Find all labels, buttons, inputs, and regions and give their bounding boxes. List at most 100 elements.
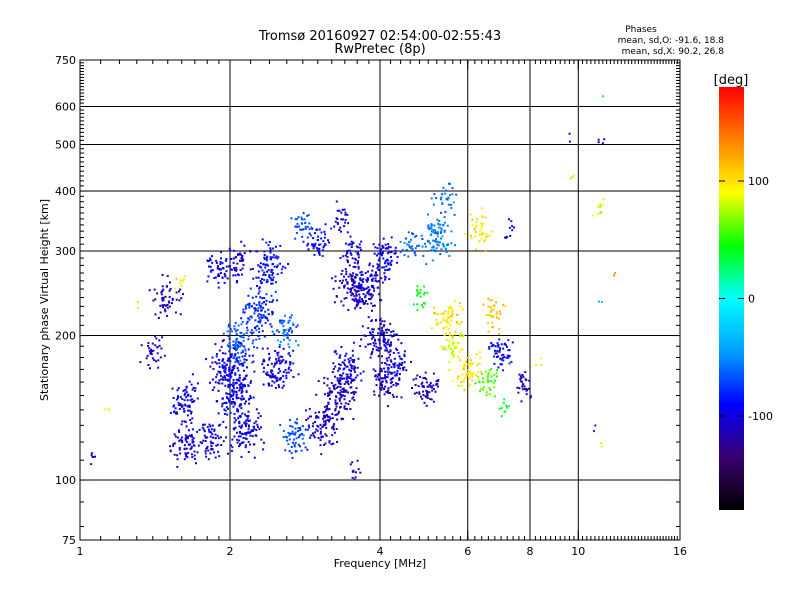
- data-point: [263, 250, 266, 253]
- data-point: [284, 449, 287, 452]
- data-point: [194, 387, 197, 390]
- data-point: [342, 387, 345, 390]
- data-point: [242, 336, 245, 339]
- data-point: [434, 250, 437, 253]
- data-point: [277, 351, 280, 354]
- data-point: [454, 330, 457, 333]
- data-point: [422, 306, 425, 309]
- data-point: [412, 378, 415, 381]
- data-point: [183, 444, 186, 447]
- data-point: [430, 223, 433, 226]
- data-point: [487, 321, 490, 324]
- data-point: [357, 256, 360, 259]
- data-point: [224, 377, 227, 380]
- data-point: [212, 442, 214, 445]
- data-point: [219, 263, 222, 266]
- data-point: [432, 388, 435, 391]
- data-point: [350, 278, 353, 280]
- data-point: [353, 282, 356, 284]
- data-point: [233, 269, 236, 272]
- data-point: [242, 311, 245, 314]
- data-point: [232, 385, 235, 388]
- data-point: [433, 231, 436, 234]
- data-point: [502, 304, 505, 307]
- data-point: [258, 286, 261, 289]
- data-point: [428, 383, 431, 386]
- data-point: [319, 243, 322, 246]
- data-point: [358, 293, 361, 296]
- data-point: [340, 346, 343, 348]
- data-point: [359, 285, 362, 288]
- data-point: [594, 424, 597, 427]
- data-point: [340, 417, 343, 420]
- data-point: [263, 256, 266, 259]
- data-point: [381, 244, 384, 247]
- data-point: [261, 297, 264, 300]
- data-point: [293, 444, 296, 447]
- data-point: [331, 427, 334, 430]
- data-point: [360, 240, 363, 243]
- data-point: [285, 360, 288, 363]
- data-point: [217, 450, 220, 453]
- data-point: [500, 343, 503, 346]
- data-point: [233, 364, 236, 367]
- data-point: [394, 362, 397, 365]
- data-point: [369, 293, 372, 296]
- data-point: [597, 138, 600, 141]
- data-point: [340, 374, 343, 377]
- data-point: [358, 282, 361, 285]
- data-point: [367, 316, 370, 319]
- data-point: [472, 372, 475, 375]
- data-point: [416, 245, 419, 248]
- data-point: [488, 393, 491, 396]
- data-point: [339, 380, 342, 383]
- data-point: [346, 250, 349, 253]
- data-point: [413, 252, 416, 254]
- data-point: [517, 391, 520, 394]
- data-point: [329, 389, 332, 392]
- y-axis-label: Stationary phase Virtual Height [km]: [38, 199, 51, 401]
- data-point: [266, 270, 268, 273]
- data-point: [238, 445, 241, 448]
- data-point: [475, 221, 478, 223]
- data-point: [261, 238, 264, 241]
- data-point: [485, 233, 488, 236]
- data-point: [383, 388, 386, 391]
- data-point: [518, 373, 521, 376]
- data-point: [179, 438, 182, 441]
- data-point: [224, 275, 227, 278]
- data-point: [272, 276, 275, 279]
- data-point: [353, 285, 356, 288]
- data-point: [302, 442, 305, 445]
- data-point: [502, 353, 505, 356]
- data-point: [221, 364, 224, 367]
- data-point: [355, 291, 358, 294]
- data-point: [175, 291, 178, 294]
- data-point: [90, 452, 93, 455]
- data-point: [323, 382, 326, 385]
- data-point: [424, 371, 427, 374]
- data-point: [490, 342, 493, 344]
- data-point: [343, 297, 346, 300]
- data-point: [190, 434, 193, 436]
- data-point: [380, 333, 382, 336]
- data-point: [258, 313, 261, 315]
- data-point: [310, 234, 313, 237]
- data-point: [424, 395, 427, 398]
- data-point: [290, 452, 293, 455]
- data-point: [188, 429, 190, 432]
- data-point: [356, 459, 359, 462]
- data-point: [389, 353, 392, 356]
- data-point: [214, 361, 217, 364]
- data-point: [454, 299, 456, 302]
- data-point: [379, 252, 382, 255]
- data-point: [266, 364, 269, 366]
- data-point: [251, 435, 254, 438]
- data-point: [371, 285, 374, 287]
- data-point: [307, 248, 310, 251]
- data-point: [243, 345, 246, 348]
- data-point: [259, 321, 262, 324]
- data-point: [373, 393, 376, 396]
- data-point: [371, 280, 374, 282]
- data-point: [222, 378, 225, 381]
